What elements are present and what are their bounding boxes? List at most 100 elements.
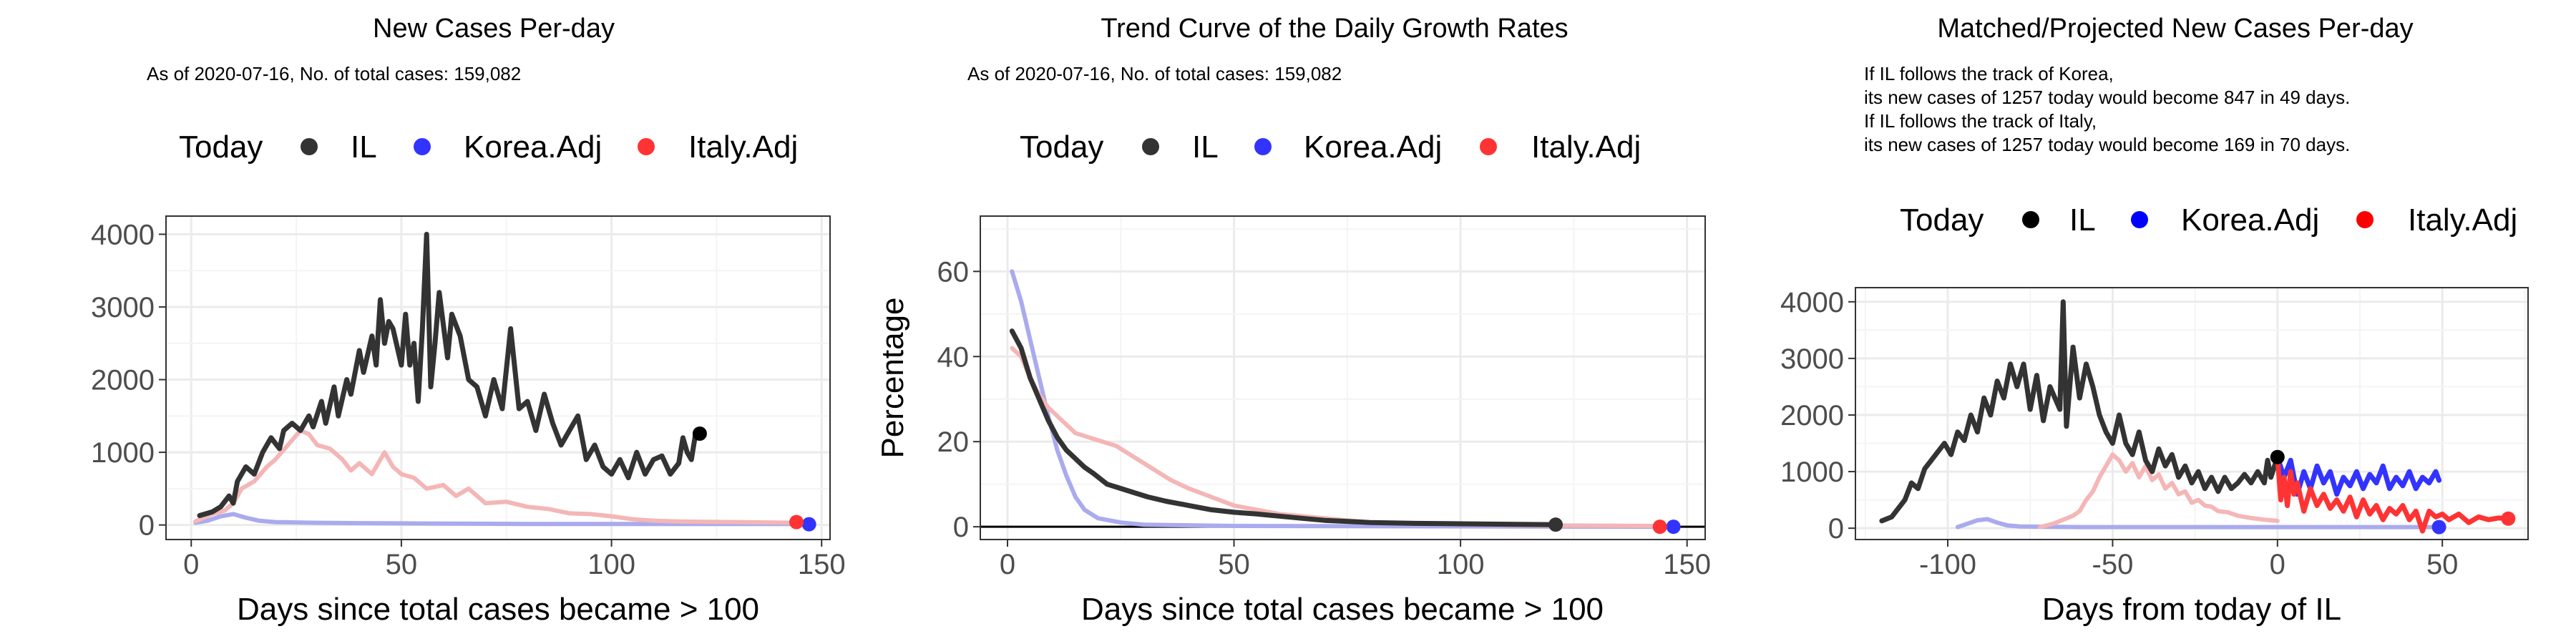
legend-key-il xyxy=(2022,211,2039,228)
legend: Today IL Korea.Adj Italy.Adj xyxy=(1900,203,2517,238)
legend-label-il: IL xyxy=(1192,130,1219,165)
legend-key-korea xyxy=(2131,211,2148,228)
legend-title: Today xyxy=(1900,203,1984,238)
y-tick-label: 3000 xyxy=(1780,343,1844,375)
series-group xyxy=(193,231,811,527)
annotation-line: its new cases of 1257 today would become… xyxy=(1864,134,2350,155)
legend-title: Today xyxy=(179,130,263,165)
y-axis-label: Percentage xyxy=(875,297,910,458)
legend-key-il xyxy=(301,138,318,155)
series-line-italy-adj-projected xyxy=(2275,454,2511,534)
x-tick-label: -100 xyxy=(1919,549,1976,580)
plot-border xyxy=(165,215,831,540)
legend-key-italy xyxy=(638,138,655,155)
axis-ticks: 0 50 100 150 0 1000 2000 3000 4000 xyxy=(91,219,846,580)
y-tick-label: 0 xyxy=(139,510,155,542)
legend-key-italy xyxy=(1480,138,1497,155)
legend-label-italy: Italy.Adj xyxy=(1531,130,1641,165)
y-tick-label: 1000 xyxy=(1780,457,1844,488)
today-points xyxy=(2270,449,2516,535)
annotation-line: If IL follows the track of Korea, xyxy=(1864,63,2114,84)
series-line-italy-adj xyxy=(2038,452,2280,530)
y-tick-label: 1000 xyxy=(91,437,155,469)
projection-annotation: If IL follows the track of Korea, its ne… xyxy=(1864,63,2350,155)
x-tick-label: 0 xyxy=(2270,549,2285,580)
today-points xyxy=(1548,517,1681,535)
legend-title: Today xyxy=(1020,130,1103,165)
today-point-korea-adj xyxy=(2431,519,2446,535)
y-tick-label: 4000 xyxy=(91,219,155,250)
x-tick-label: 100 xyxy=(1437,549,1485,580)
x-tick-label: 150 xyxy=(1663,549,1711,580)
legend-label-korea: Korea.Adj xyxy=(1304,130,1442,165)
x-tick-label: 0 xyxy=(1000,549,1015,580)
y-tick-label: 20 xyxy=(937,426,970,458)
plot-area: 0 50 100 150 0 1000 2000 3000 4000 xyxy=(91,215,846,580)
grid xyxy=(166,216,830,540)
x-axis-label: Days since total cases became > 100 xyxy=(237,592,759,627)
x-axis-label: Days since total cases became > 100 xyxy=(1081,592,1604,627)
axis-ticks: 0 50 100 150 0 20 40 60 xyxy=(937,256,1712,580)
legend-label-italy: Italy.Adj xyxy=(2408,203,2517,238)
plot-background xyxy=(166,216,830,540)
today-points xyxy=(692,426,816,532)
annotation-line: If IL follows the track of Italy, xyxy=(1864,110,2097,132)
today-point-korea-adj xyxy=(1666,519,1681,535)
x-tick-label: 50 xyxy=(1218,549,1250,580)
series-line-italy-adj xyxy=(193,428,799,525)
plot-border xyxy=(980,215,1706,540)
legend-key-italy xyxy=(2356,211,2373,228)
x-axis-label: Days from today of IL xyxy=(2042,592,2341,627)
plot-background xyxy=(980,216,1705,540)
series-line-il xyxy=(197,231,698,518)
legend: Today IL Korea.Adj Italy.Adj xyxy=(1020,130,1641,165)
x-tick-label: 150 xyxy=(798,549,846,580)
legend-label-korea: Korea.Adj xyxy=(2181,203,2319,238)
today-point-il xyxy=(692,426,707,441)
today-point-italy-adj xyxy=(789,514,804,530)
today-point-il xyxy=(1548,517,1563,532)
y-tick-label: 2000 xyxy=(1780,400,1844,431)
plot-area: 0 50 100 150 0 20 40 60 xyxy=(937,215,1712,580)
annotation-line: its new cases of 1257 today would become… xyxy=(1864,87,2350,108)
chart-title: Matched/Projected New Cases Per-day xyxy=(1937,14,2413,44)
y-tick-label: 40 xyxy=(937,341,970,373)
x-tick-label: 0 xyxy=(183,549,199,580)
chart-title: Trend Curve of the Daily Growth Rates xyxy=(1101,14,1568,44)
chart-subtitle: As of 2020-07-16, No. of total cases: 15… xyxy=(967,63,1342,84)
series-line-korea-adj-projected xyxy=(2275,454,2442,497)
legend-label-il: IL xyxy=(2069,203,2096,238)
panel-matched-projected: Matched/Projected New Cases Per-day If I… xyxy=(1780,14,2529,627)
today-point-italy-adj xyxy=(1652,519,1667,535)
today-point-korea-adj xyxy=(801,517,816,532)
x-tick-label: -50 xyxy=(2092,549,2134,580)
series-group xyxy=(980,269,1705,530)
panel-growth-rate-trend: Trend Curve of the Daily Growth Rates As… xyxy=(875,14,1711,627)
x-tick-label: 50 xyxy=(386,549,418,580)
legend-label-il: IL xyxy=(351,130,377,165)
y-tick-label: 0 xyxy=(953,512,969,543)
today-point-il xyxy=(2270,449,2285,464)
panel-new-cases-per-day: New Cases Per-day As of 2020-07-16, No. … xyxy=(91,14,846,627)
series-line-il xyxy=(1879,299,2280,524)
legend: Today IL Korea.Adj Italy.Adj xyxy=(179,130,798,165)
series-group xyxy=(1879,299,2511,534)
series-line-korea-adj xyxy=(1010,269,1676,530)
y-tick-label: 0 xyxy=(1828,513,1844,545)
legend-label-italy: Italy.Adj xyxy=(688,130,798,165)
y-tick-label: 4000 xyxy=(1780,287,1844,318)
series-line-il xyxy=(1009,328,1558,527)
chart-title: New Cases Per-day xyxy=(373,14,615,44)
plot-border xyxy=(1855,287,2529,540)
y-tick-label: 2000 xyxy=(91,365,155,396)
legend-label-korea: Korea.Adj xyxy=(464,130,602,165)
series-line-korea-adj xyxy=(193,512,811,527)
series-line-korea-adj xyxy=(1955,517,2441,530)
chart-subtitle: As of 2020-07-16, No. of total cases: 15… xyxy=(147,63,521,84)
y-tick-label: 60 xyxy=(937,256,970,288)
today-point-italy-adj xyxy=(2501,511,2516,526)
legend-key-il xyxy=(1142,138,1159,155)
